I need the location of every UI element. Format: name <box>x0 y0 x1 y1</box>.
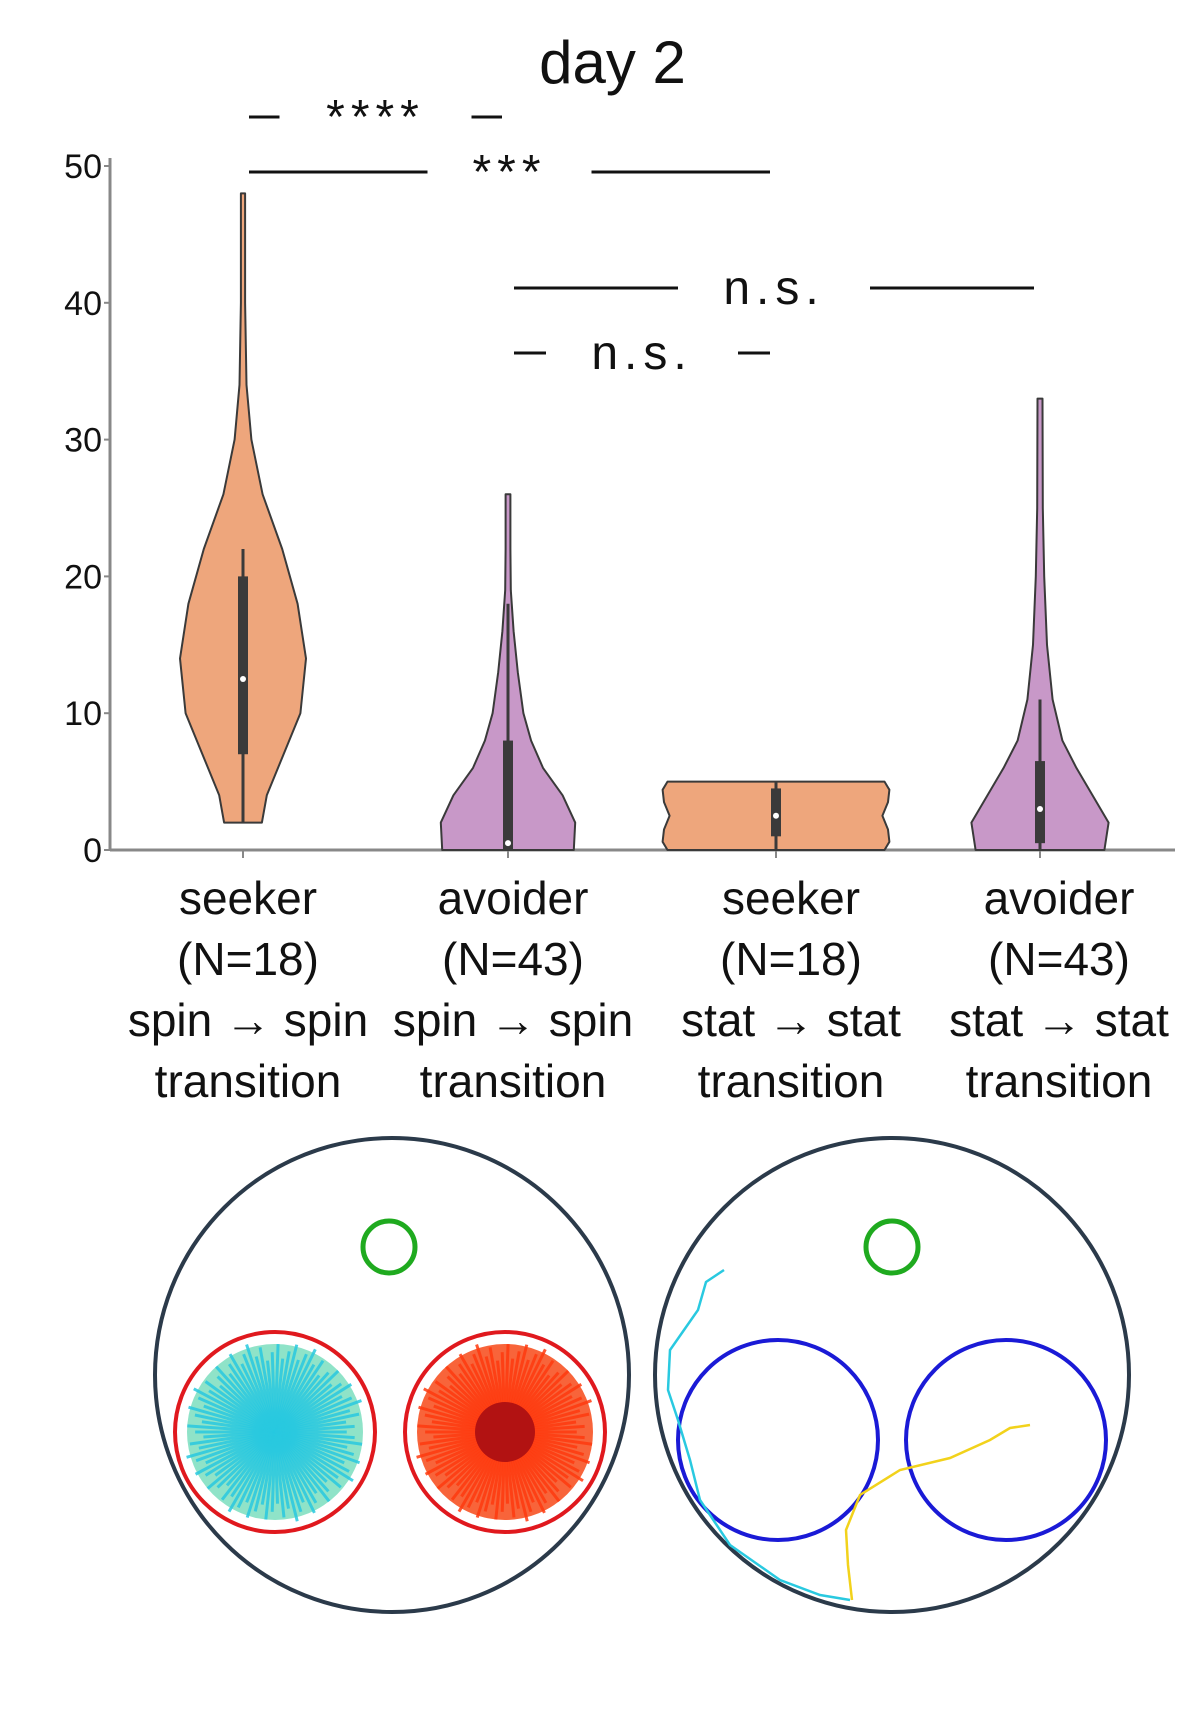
x-category-label-1: seeker (N=18) spin → spin transition <box>123 868 373 1112</box>
category-condition: spin → spin <box>127 994 369 1046</box>
left-trail-burst-cool <box>186 1344 363 1522</box>
violin-iqr-box <box>771 788 781 837</box>
category-group: avoider <box>437 872 589 924</box>
left-zone-ring-2 <box>403 1330 607 1534</box>
x-category-label-4: avoider (N=43) stat → stat transition <box>934 868 1184 1112</box>
category-n: (N=43) <box>442 933 584 985</box>
significance-bracket: *** <box>249 146 770 199</box>
left-trail-core <box>475 1402 535 1462</box>
right-zone-ring-1 <box>676 1338 880 1542</box>
category-n: (N=18) <box>177 933 319 985</box>
axes-layer: 0 10 20 30 40 50 <box>64 148 1175 870</box>
category-type: transition <box>419 1055 607 1107</box>
left-zone-ring-1 <box>173 1330 377 1534</box>
category-group: seeker <box>178 872 318 924</box>
y-tick-label: 40 <box>64 285 102 323</box>
violin-iqr-box <box>1035 761 1045 844</box>
left-target-circle <box>360 1218 418 1276</box>
right-trail-cyan <box>666 1268 851 1602</box>
x-category-label-3: seeker (N=18) stat → stat transition <box>666 868 916 1112</box>
violin-2 <box>439 493 577 851</box>
chart-title: day 2 <box>539 29 686 96</box>
violin-median-dot <box>240 676 246 682</box>
x-category-label-2: avoider (N=43) spin → spin transition <box>388 868 638 1112</box>
violin-1 <box>179 192 307 824</box>
category-condition: stat → stat <box>949 994 1169 1046</box>
category-group: avoider <box>983 872 1135 924</box>
violin-median-dot <box>773 812 779 819</box>
violin-median-dot <box>505 840 511 847</box>
y-tick-label: 20 <box>64 558 102 596</box>
violin-iqr-box <box>503 740 513 850</box>
category-type: transition <box>154 1055 342 1107</box>
category-n: (N=43) <box>988 933 1130 985</box>
y-tick-label: 0 <box>83 832 102 870</box>
category-type: transition <box>965 1055 1153 1107</box>
significance-bracket: **** <box>249 91 502 144</box>
significance-layer: *******n.s.n.s. <box>249 91 1034 380</box>
violin-4 <box>970 397 1110 851</box>
significance-label: n.s. <box>591 327 692 380</box>
y-tick-label: 30 <box>64 422 102 460</box>
violin-3 <box>661 780 891 851</box>
violin-layer <box>179 192 1110 851</box>
violin-body <box>970 397 1110 851</box>
category-type: transition <box>697 1055 885 1107</box>
y-tick-label: 10 <box>64 695 102 733</box>
violin-body <box>179 192 307 824</box>
significance-label: **** <box>326 91 425 144</box>
category-condition: spin → spin <box>392 994 634 1046</box>
significance-label: n.s. <box>723 262 824 315</box>
significance-bracket: n.s. <box>514 327 770 380</box>
left-arena-ring <box>153 1136 631 1614</box>
right-trail-yellow <box>844 1423 1031 1601</box>
right-zone-ring-2 <box>904 1338 1108 1542</box>
violin-iqr-box <box>238 576 248 755</box>
significance-label: *** <box>472 146 546 199</box>
right-arena-ring <box>653 1136 1131 1614</box>
category-n: (N=18) <box>720 933 862 985</box>
y-tick-label: 50 <box>64 148 102 186</box>
category-condition: stat → stat <box>681 994 901 1046</box>
violin-median-dot <box>1037 805 1043 812</box>
category-group: seeker <box>721 872 861 924</box>
arena-panels <box>153 1136 1131 1614</box>
significance-bracket: n.s. <box>514 262 1034 315</box>
right-target-circle <box>863 1218 921 1276</box>
